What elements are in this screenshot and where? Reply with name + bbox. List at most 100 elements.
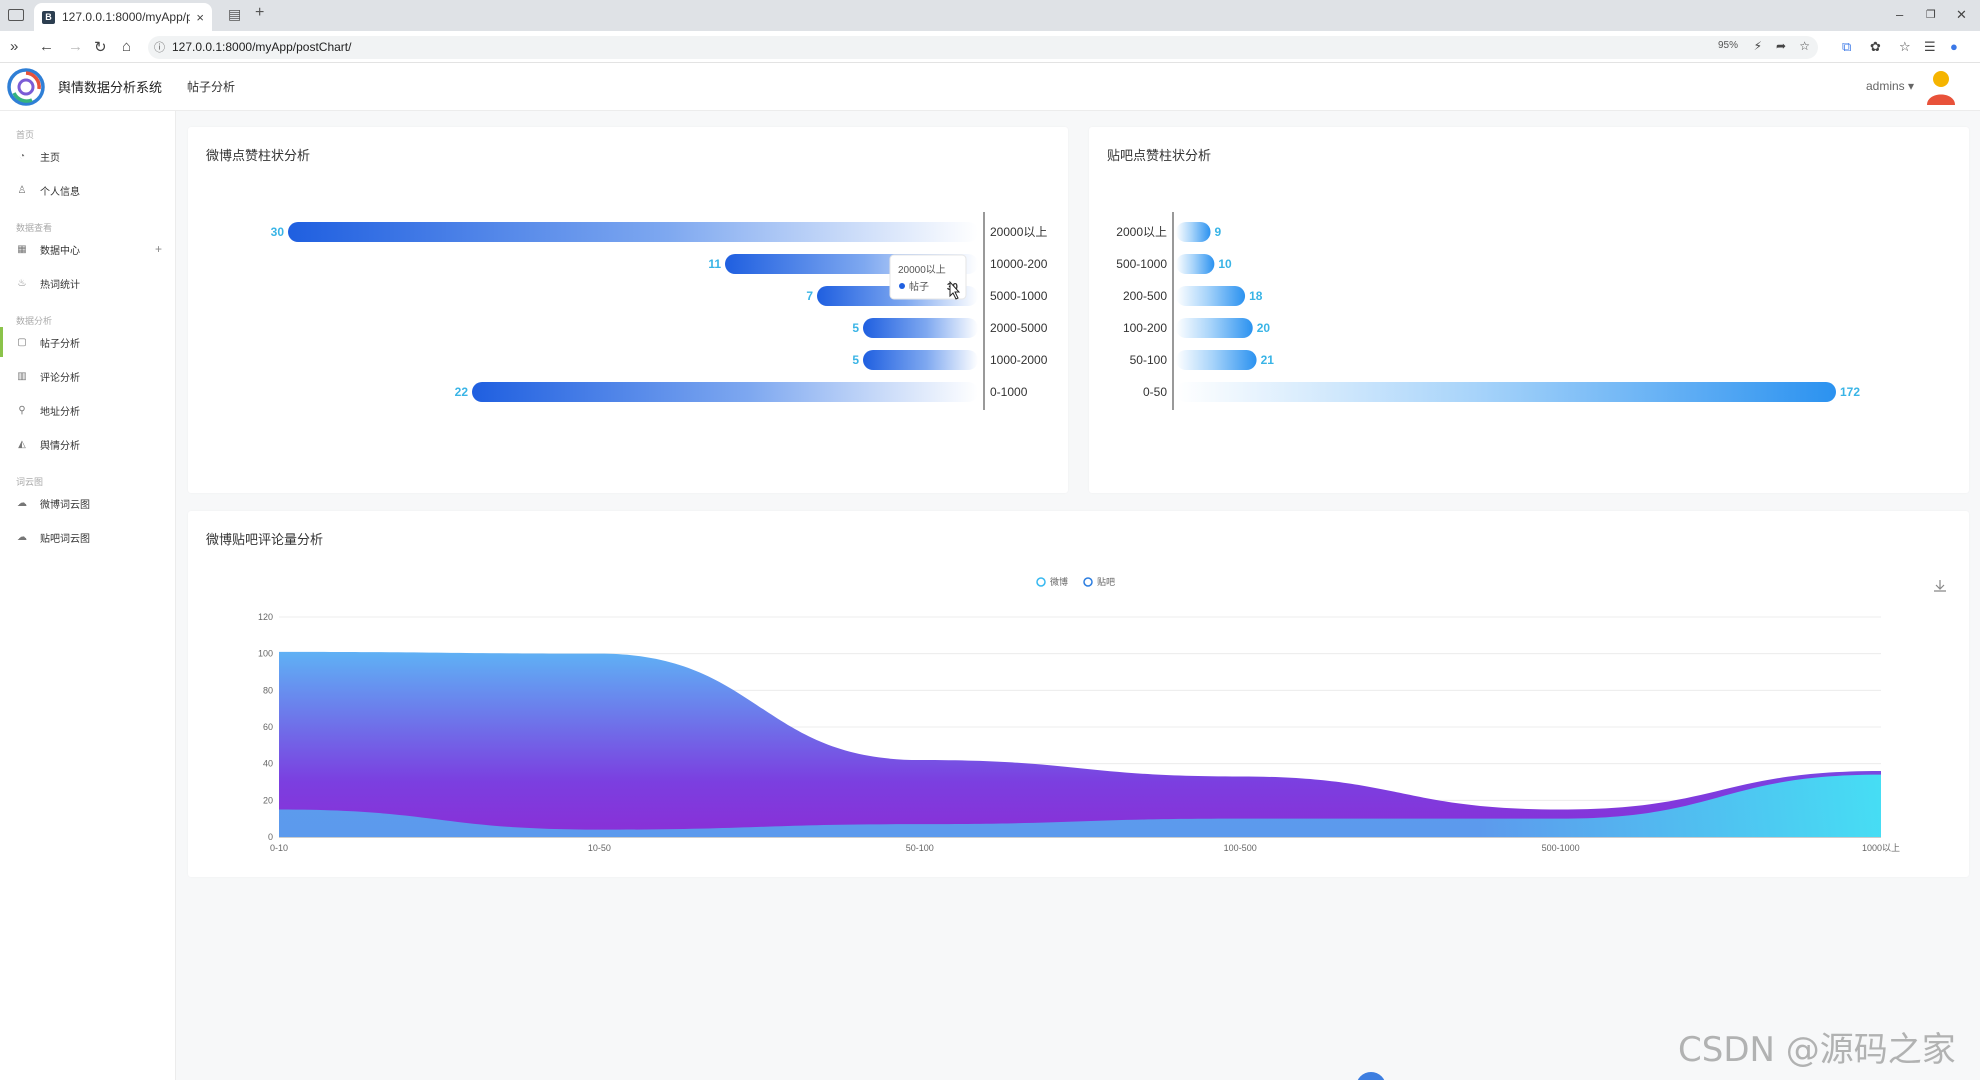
card-title: 微博点赞柱状分析	[206, 148, 311, 163]
bar[interactable]	[863, 350, 978, 370]
bar[interactable]	[1176, 286, 1246, 306]
new-tab-icon[interactable]: +	[255, 4, 265, 21]
sidebar-item[interactable]: ▦ 数据中心 +	[0, 234, 176, 264]
weibo-likes-card: 微博点赞柱状分析 30 20000以上 11 10000-200 7 5000-1000 5…	[188, 127, 1068, 493]
bar[interactable]	[1176, 318, 1253, 338]
sidebar-item[interactable]: ▢ 帖子分析	[0, 327, 176, 357]
sidebar-item[interactable]: ▥ 评论分析	[0, 361, 176, 391]
sidebar-toggle-icon[interactable]	[8, 9, 24, 21]
pin-icon: ⚲	[18, 404, 26, 416]
back-icon[interactable]: ←	[39, 38, 54, 55]
tab-close-icon[interactable]: ×	[196, 9, 204, 25]
scroll-top-button[interactable]	[1356, 1072, 1386, 1080]
sidebar-item[interactable]: ◭ 舆情分析	[0, 429, 176, 459]
sidebar-item[interactable]: ◔ 主页	[0, 141, 176, 171]
browser-tab[interactable]: B 127.0.0.1:8000/myApp/postC ×	[34, 3, 212, 31]
watermark: CSDN @源码之家	[1678, 1030, 1956, 1070]
x-tick-label: 500-1000	[1542, 843, 1580, 853]
download-icon[interactable]	[1934, 580, 1946, 592]
extensions-icon[interactable]: ✿	[1870, 39, 1881, 54]
sidebar-item-label: 数据中心	[40, 245, 80, 257]
flame-icon: ♨	[17, 277, 27, 289]
window-close-icon[interactable]: ✕	[1956, 7, 1967, 22]
tab-list-icon[interactable]: ▤	[228, 6, 242, 22]
bar-value-label: 9	[1215, 225, 1222, 239]
area-series[interactable]	[279, 774, 1881, 837]
sidebar-item[interactable]: ⚲ 地址分析	[0, 395, 176, 425]
browser-tab-bar: B 127.0.0.1:8000/myApp/postC × ▤ + – ❐ ✕	[0, 0, 1980, 31]
sidebar-item-label: 个人信息	[40, 186, 80, 198]
sidebar-item-label: 地址分析	[40, 406, 80, 418]
sidebar-group-label: 词云图	[16, 477, 44, 487]
user-menu[interactable]: admins ▾	[1866, 79, 1915, 93]
y-tick-label: 80	[263, 685, 273, 695]
bar[interactable]	[1176, 382, 1836, 402]
comment-volume-card: 微博贴吧评论量分析 0 20 40 60 80 100 120 0-10 10-50 50-100…	[188, 511, 1969, 877]
bar[interactable]	[472, 382, 978, 402]
bar[interactable]	[863, 318, 978, 338]
sidebar-item-label: 帖子分析	[40, 338, 80, 350]
weibo-likes-chart[interactable]: 30 20000以上 11 10000-200 7 5000-1000 5 2000-5000…	[188, 127, 1068, 493]
bar[interactable]	[1176, 350, 1257, 370]
x-tick-label: 0-10	[270, 843, 288, 853]
site-info-icon[interactable]: ⓘ	[154, 42, 165, 54]
legend-marker[interactable]	[1036, 577, 1046, 587]
reload-icon[interactable]: ↻	[94, 39, 107, 56]
comment-volume-chart[interactable]: 0 20 40 60 80 100 120 0-10 10-50 50-100 100-500 500…	[188, 511, 1969, 877]
sidebar-item-label: 热词统计	[40, 279, 80, 291]
tooltip-category: 20000以上	[898, 264, 946, 276]
menu-icon[interactable]: ☰	[1924, 39, 1936, 54]
sidebar-item[interactable]: ♨ 热词统计	[0, 268, 176, 298]
x-tick-label: 1000以上	[1862, 843, 1900, 853]
url-field[interactable]: ⓘ 127.0.0.1:8000/myApp/postChart/ 95% ⚡ …	[148, 36, 1818, 59]
share-icon[interactable]: ➦	[1775, 39, 1786, 53]
collapse-icon[interactable]: »	[10, 38, 19, 55]
sidebar-item[interactable]: ☁ 贴吧词云图	[0, 522, 176, 552]
app-header: 舆情数据分析系统 帖子分析 admins ▾	[0, 63, 1980, 111]
tieba-likes-chart[interactable]: 9 2000以上 10 500-1000 18 200-500 20 100-200 21 50-…	[1089, 127, 1969, 493]
tab-title: 127.0.0.1:8000/myApp/postC	[62, 10, 191, 24]
sidebar-item-label: 主页	[40, 152, 60, 164]
sidebar-group-label: 首页	[16, 130, 35, 140]
bar[interactable]	[1176, 222, 1211, 242]
minimize-icon[interactable]: –	[1896, 7, 1904, 22]
tooltip-series: 帖子	[909, 280, 929, 293]
avatar[interactable]	[1925, 69, 1957, 105]
restore-icon[interactable]: ❐	[1926, 9, 1936, 21]
category-tick-label: 5000-1000	[990, 289, 1048, 303]
sidebar-item[interactable]: ☁ 微博词云图	[0, 488, 176, 518]
home-icon[interactable]: ⌂	[122, 38, 132, 55]
bar[interactable]	[1176, 254, 1215, 274]
bar-value-label: 20	[1257, 321, 1271, 335]
translate-icon[interactable]: ⧉	[1842, 39, 1852, 54]
y-tick-label: 40	[263, 759, 273, 769]
bar[interactable]	[288, 222, 978, 242]
sidebar-item-label: 微博词云图	[40, 499, 90, 511]
sidebar-group-label: 数据分析	[16, 316, 53, 326]
legend-label[interactable]: 微博	[1050, 576, 1068, 587]
y-tick-label: 60	[263, 722, 273, 732]
zoom-level[interactable]: 95%	[1717, 40, 1738, 51]
category-tick-label: 0-50	[1143, 385, 1167, 399]
area-series[interactable]	[279, 651, 1881, 837]
expand-icon[interactable]: +	[154, 242, 162, 256]
bar-value-label: 5	[852, 353, 859, 367]
cloud-icon: ☁	[17, 497, 27, 509]
legend-marker[interactable]	[1083, 577, 1093, 587]
app-logo	[7, 68, 45, 106]
table-icon: ▦	[17, 243, 27, 255]
user-icon: ♙	[17, 184, 27, 196]
bolt-icon[interactable]: ⚡	[1753, 39, 1762, 53]
profile-icon[interactable]: ●	[1950, 39, 1958, 54]
cloud-icon: ☁	[17, 531, 27, 543]
grid-icon: ▥	[17, 370, 27, 382]
category-tick-label: 10000-200	[990, 257, 1048, 271]
favicon: B	[42, 10, 55, 24]
legend-label[interactable]: 贴吧	[1097, 576, 1115, 587]
bar-value-label: 7	[806, 289, 813, 303]
forward-icon[interactable]: →	[68, 38, 83, 55]
bookmark-star-icon[interactable]: ☆	[1799, 39, 1810, 53]
sidebar-item[interactable]: ♙ 个人信息	[0, 175, 176, 205]
favorites-icon[interactable]: ☆	[1899, 39, 1911, 54]
category-tick-label: 50-100	[1130, 353, 1168, 367]
